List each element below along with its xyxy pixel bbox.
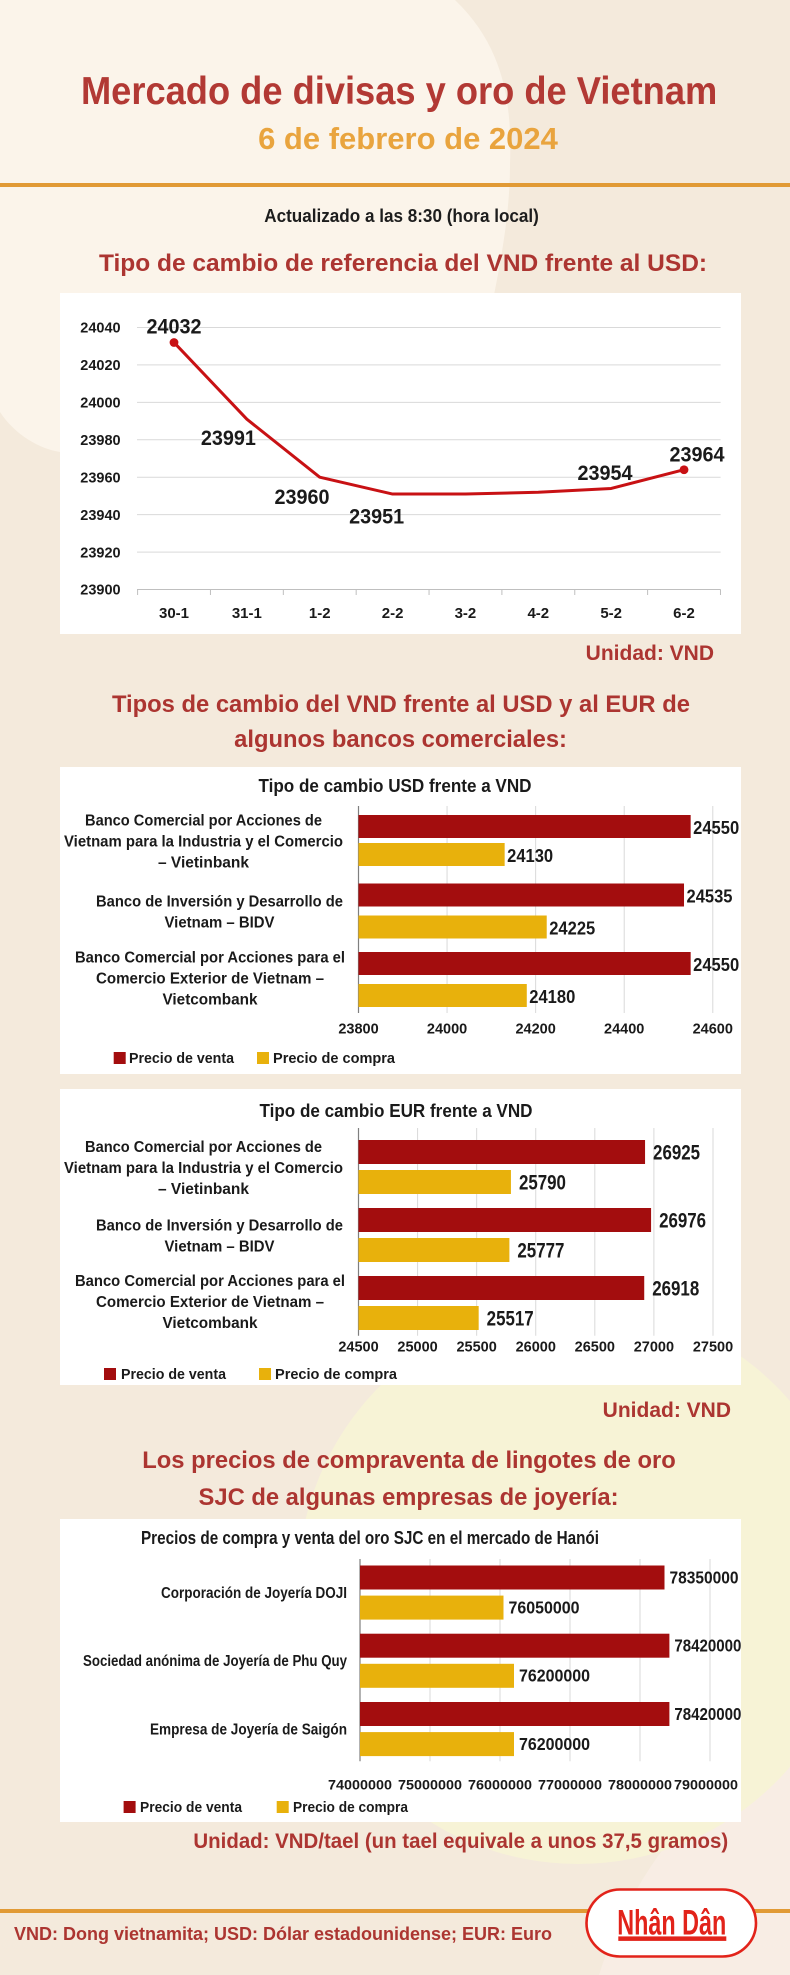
svg-text:Corporación de Joyería DOJI: Corporación de Joyería DOJI (161, 1585, 347, 1602)
svg-text:24180: 24180 (529, 987, 575, 1007)
svg-text:Vietcombank: Vietcombank (163, 1315, 258, 1332)
svg-text:23800: 23800 (338, 1021, 378, 1037)
svg-text:74000000: 74000000 (328, 1777, 392, 1793)
svg-text:4-2: 4-2 (527, 605, 549, 622)
svg-text:Tipo de cambio USD frente a VN: Tipo de cambio USD frente a VND (259, 775, 532, 796)
svg-text:3-2: 3-2 (455, 605, 477, 622)
svg-text:23960: 23960 (275, 486, 330, 509)
svg-text:Vietnam para la Industria y el: Vietnam para la Industria y el Comercio (64, 1160, 343, 1177)
svg-text:– Vietinbank: – Vietinbank (158, 1181, 249, 1198)
svg-text:Banco Comercial por Acciones p: Banco Comercial por Acciones para el (75, 1273, 345, 1290)
svg-text:26918: 26918 (652, 1278, 699, 1301)
svg-text:27000: 27000 (634, 1339, 674, 1355)
svg-text:Vietnam – BIDV: Vietnam – BIDV (165, 1238, 275, 1255)
svg-text:6-2: 6-2 (673, 605, 695, 622)
svg-text:25517: 25517 (487, 1308, 534, 1331)
svg-text:78350000: 78350000 (670, 1567, 739, 1587)
svg-text:78420000: 78420000 (674, 1704, 741, 1724)
svg-text:31-1: 31-1 (232, 605, 262, 622)
svg-text:Precio de compra: Precio de compra (275, 1366, 398, 1383)
svg-text:Vietnam – BIDV: Vietnam – BIDV (165, 914, 275, 931)
svg-text:Comercio Exterior de Vietnam –: Comercio Exterior de Vietnam – (96, 970, 324, 987)
svg-text:24020: 24020 (80, 358, 120, 374)
svg-text:24500: 24500 (338, 1339, 378, 1355)
svg-text:24032: 24032 (147, 316, 202, 339)
svg-text:Banco de Inversión y Desarroll: Banco de Inversión y Desarrollo de (96, 1217, 343, 1234)
svg-text:23980: 23980 (80, 433, 120, 449)
svg-text:25790: 25790 (519, 1172, 566, 1195)
svg-text:24000: 24000 (427, 1021, 467, 1037)
svg-text:26925: 26925 (653, 1142, 700, 1165)
svg-text:76050000: 76050000 (509, 1597, 580, 1617)
svg-text:24400: 24400 (604, 1021, 644, 1037)
svg-text:76200000: 76200000 (519, 1734, 590, 1754)
svg-text:27500: 27500 (693, 1339, 733, 1355)
svg-text:23900: 23900 (80, 583, 120, 599)
svg-text:Banco de Inversión y Desarroll: Banco de Inversión y Desarrollo de (96, 893, 343, 910)
svg-text:76200000: 76200000 (519, 1666, 590, 1686)
svg-text:Precio de venta: Precio de venta (140, 1799, 243, 1816)
svg-text:24535: 24535 (687, 886, 733, 906)
svg-text:23964: 23964 (670, 444, 725, 467)
svg-text:23954: 23954 (578, 462, 633, 485)
svg-text:25500: 25500 (456, 1339, 496, 1355)
svg-text:78420000: 78420000 (674, 1636, 741, 1656)
svg-text:Precio de compra: Precio de compra (273, 1050, 396, 1067)
svg-text:Sociedad anónima de Joyería de: Sociedad anónima de Joyería de Phu Quy (83, 1653, 347, 1670)
svg-text:75000000: 75000000 (398, 1777, 462, 1793)
svg-text:Precio de venta: Precio de venta (121, 1366, 227, 1383)
svg-text:23960: 23960 (80, 470, 120, 486)
svg-text:23940: 23940 (80, 508, 120, 524)
svg-text:24600: 24600 (693, 1021, 733, 1037)
svg-text:Banco Comercial por Acciones d: Banco Comercial por Acciones de (85, 812, 322, 829)
svg-text:Precio de venta: Precio de venta (129, 1050, 235, 1067)
svg-text:24550: 24550 (693, 955, 739, 975)
svg-text:Empresa de Joyería de Saigón: Empresa de Joyería de Saigón (150, 1721, 347, 1738)
svg-text:24000: 24000 (80, 396, 120, 412)
svg-text:24225: 24225 (549, 918, 595, 938)
svg-text:Vietcombank: Vietcombank (163, 991, 258, 1008)
svg-text:23951: 23951 (349, 506, 404, 529)
svg-text:5-2: 5-2 (600, 605, 622, 622)
svg-text:77000000: 77000000 (538, 1777, 602, 1793)
svg-text:Banco Comercial por Acciones p: Banco Comercial por Acciones para el (75, 949, 345, 966)
svg-text:Banco Comercial por Acciones d: Banco Comercial por Acciones de (85, 1139, 322, 1156)
svg-text:Tipo de cambio EUR frente a VN: Tipo de cambio EUR frente a VND (260, 1100, 533, 1121)
svg-text:24040: 24040 (80, 321, 120, 337)
svg-text:24200: 24200 (515, 1021, 555, 1037)
svg-text:26976: 26976 (659, 1210, 706, 1233)
svg-text:Precio de compra: Precio de compra (293, 1799, 409, 1816)
svg-text:1-2: 1-2 (309, 605, 331, 622)
svg-text:78000000: 78000000 (608, 1777, 672, 1793)
svg-text:26000: 26000 (516, 1339, 556, 1355)
svg-text:25000: 25000 (397, 1339, 437, 1355)
svg-text:76000000: 76000000 (468, 1777, 532, 1793)
svg-text:30-1: 30-1 (159, 605, 189, 622)
svg-text:Comercio Exterior de Vietnam –: Comercio Exterior de Vietnam – (96, 1294, 324, 1311)
svg-text:– Vietinbank: – Vietinbank (158, 854, 249, 871)
svg-text:24130: 24130 (507, 846, 553, 866)
svg-text:23991: 23991 (201, 427, 256, 450)
svg-text:Precios de compra y venta del: Precios de compra y venta del oro SJC en… (141, 1527, 599, 1548)
svg-text:79000000: 79000000 (674, 1777, 738, 1793)
svg-text:24550: 24550 (693, 818, 739, 838)
svg-text:2-2: 2-2 (382, 605, 404, 622)
svg-text:Nhân Dân: Nhân Dân (617, 1903, 726, 1942)
svg-text:Vietnam para la Industria y el: Vietnam para la Industria y el Comercio (64, 833, 343, 850)
svg-text:26500: 26500 (575, 1339, 615, 1355)
svg-text:25777: 25777 (517, 1240, 564, 1263)
svg-text:23920: 23920 (80, 545, 120, 561)
